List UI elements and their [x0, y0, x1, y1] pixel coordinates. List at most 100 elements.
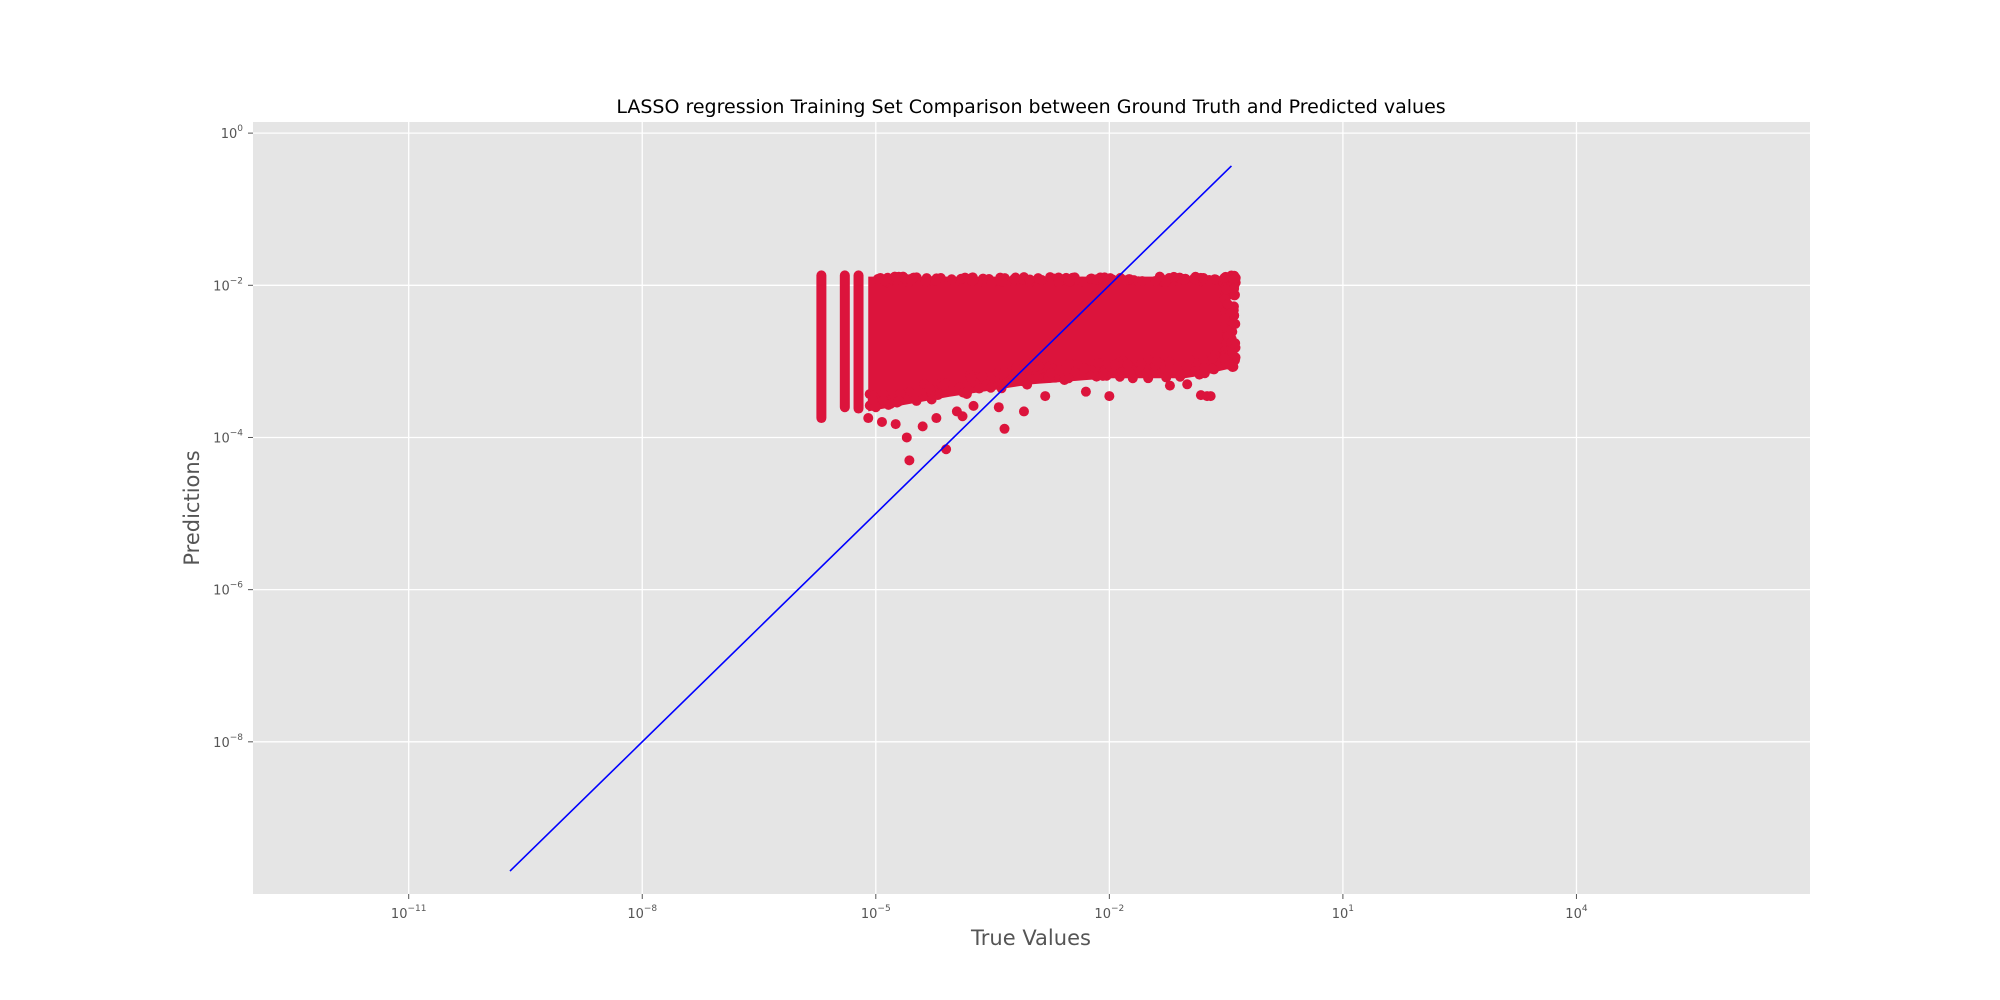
scatter-point [885, 398, 896, 409]
scatter-point [1198, 354, 1209, 365]
scatter-cluster [816, 270, 827, 424]
scatter-point [1097, 370, 1108, 381]
scatter-point [1119, 275, 1130, 286]
reference-line-layer [509, 165, 1232, 872]
scatter-point [1089, 274, 1100, 285]
scatter-point [1164, 380, 1175, 391]
scatter-point [930, 275, 941, 286]
scatter-point [1161, 372, 1172, 383]
scatter-point [1040, 391, 1051, 402]
y-tick-label: 10−4 [213, 428, 243, 446]
scatter-point [1024, 274, 1035, 285]
scatter-point [901, 432, 912, 443]
scatter-point [993, 402, 1004, 413]
scatter-point [1228, 318, 1239, 329]
scatter-point [1151, 356, 1162, 367]
scatter-point [1104, 391, 1115, 402]
x-tick-label: 104 [1565, 904, 1588, 922]
y-tick-label: 10−8 [213, 733, 243, 751]
x-tick-label: 10−5 [861, 904, 891, 922]
scatter-point [1224, 359, 1235, 370]
plot-area [253, 122, 1810, 894]
scatter-point [1009, 274, 1020, 285]
scatter-point [938, 380, 949, 391]
scatter-point [1189, 273, 1200, 284]
scatter-point [1122, 359, 1133, 370]
x-tick-label: 10−2 [1094, 904, 1124, 922]
scatter-point [894, 396, 905, 407]
scatter-point [870, 402, 881, 413]
y-axis-label: Predictions [180, 450, 204, 565]
scatter-point [1178, 275, 1189, 286]
scatter-point [967, 275, 978, 286]
scatter-point [1194, 369, 1205, 380]
scatter-point [1064, 358, 1075, 369]
scatter-point [977, 371, 988, 382]
scatter-point [1184, 354, 1195, 365]
scatter-point [968, 400, 979, 411]
scatter-point [895, 388, 906, 399]
scatter-point [985, 382, 996, 393]
scatter-point [1064, 276, 1075, 287]
scatter-point [1175, 369, 1186, 380]
scatter-point [986, 277, 997, 288]
scatter-point [889, 271, 900, 282]
scatter-point [911, 395, 922, 406]
scatter-point [1219, 272, 1230, 283]
scatter-point [1209, 274, 1220, 285]
x-tick-label: 10−8 [627, 904, 657, 922]
scatter-point [1230, 272, 1241, 283]
scatter-cluster [853, 270, 864, 414]
scatter-point [957, 411, 968, 422]
scatter-point [1107, 274, 1118, 285]
scatter-point [1018, 406, 1029, 417]
scatter-point [1001, 377, 1012, 388]
scatter-point [1168, 271, 1179, 282]
x-tick-label: 10−11 [391, 904, 427, 922]
scatter-point [956, 273, 967, 284]
scatter-point [917, 421, 928, 432]
scatter-point [1207, 353, 1218, 364]
chart-title: LASSO regression Training Set Comparison… [616, 96, 1445, 118]
scatter-point [1011, 362, 1022, 373]
scatter-point [1036, 275, 1047, 286]
y-tick-label: 100 [221, 124, 244, 142]
scatter-point [908, 272, 919, 283]
x-axis-ticks: 10−11 10−8 10−5 10−2 101 104 [391, 894, 1588, 922]
scatter-point [1080, 386, 1091, 397]
scatter-point [1029, 362, 1040, 373]
scatter-point [962, 386, 973, 397]
scatter-point [1229, 310, 1240, 321]
scatter-point [1150, 276, 1161, 287]
reference-line [509, 165, 1232, 872]
scatter-point [1053, 272, 1064, 283]
scatter-point [1227, 347, 1238, 358]
y-tick-label: 10−6 [213, 581, 243, 599]
scatter-point [1199, 362, 1210, 373]
scatter-point [966, 373, 977, 384]
scatter-point [876, 416, 887, 427]
scatter-point [890, 419, 901, 430]
scatter-point [999, 423, 1010, 434]
scatter-point [1046, 368, 1057, 379]
scatter-point [1219, 313, 1230, 324]
scatter-point [1198, 273, 1209, 284]
scatter-point [1022, 379, 1033, 390]
scatter-point [1164, 357, 1175, 368]
x-tick-label: 101 [1332, 904, 1354, 922]
scatter-point [1063, 373, 1074, 384]
scatter-point [997, 276, 1008, 287]
scatter-point [1054, 365, 1065, 376]
scatter-series [816, 270, 1241, 466]
scatter-point [1221, 284, 1232, 295]
scatter-point [1229, 283, 1240, 294]
scatter-point [863, 413, 874, 424]
scatter-point [1110, 359, 1121, 370]
x-axis-label: True Values [970, 926, 1091, 950]
scatter-point [1114, 371, 1125, 382]
scatter-point [1205, 391, 1216, 402]
scatter-point [926, 394, 937, 405]
scatter-point [1182, 379, 1193, 390]
scatter-point [1206, 363, 1217, 374]
scatter-point [904, 455, 915, 466]
